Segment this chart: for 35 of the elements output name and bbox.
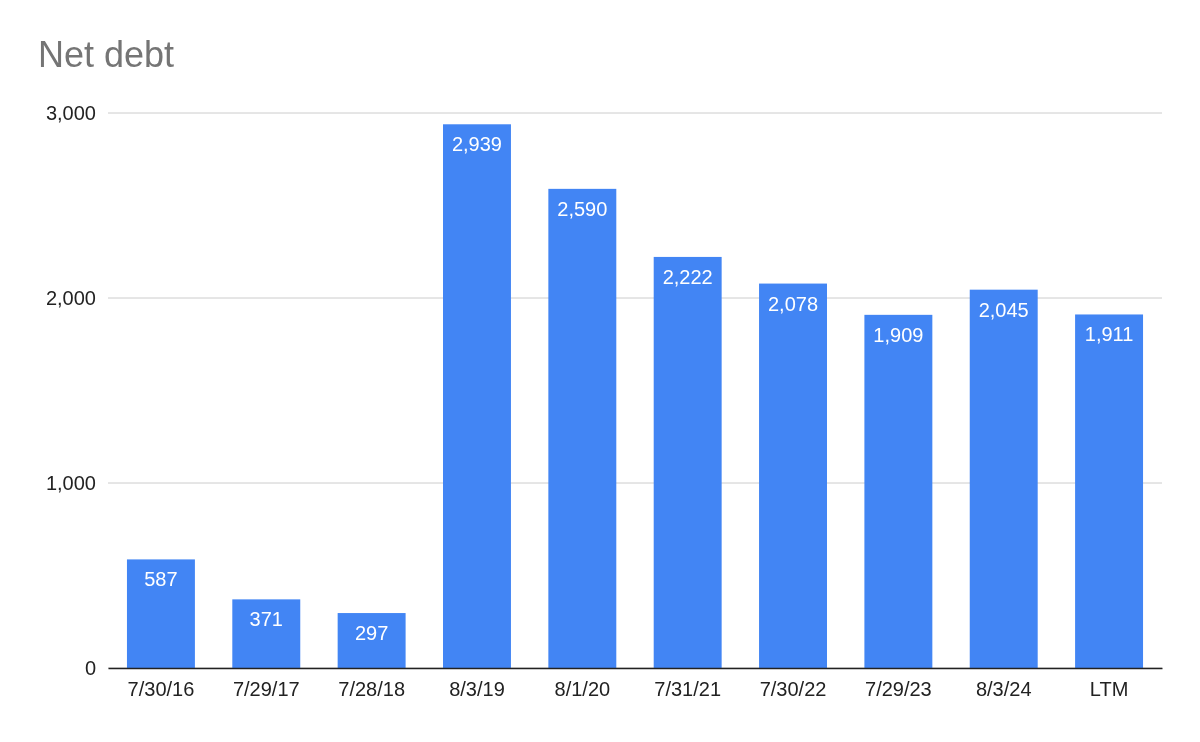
x-tick-label: 7/29/23 (865, 678, 932, 701)
bar (232, 599, 301, 668)
bar (864, 314, 933, 668)
data-label: 587 (144, 568, 178, 591)
x-tick-label: 7/30/22 (759, 678, 827, 701)
data-label: 371 (249, 608, 283, 631)
bar (1075, 314, 1144, 668)
x-tick-label: 7/29/17 (232, 678, 300, 701)
bar (126, 559, 195, 668)
x-tick-label: 8/3/19 (449, 678, 505, 701)
bar (337, 613, 406, 668)
x-tick-label: LTM (1089, 678, 1129, 701)
bar (548, 188, 617, 668)
x-tick-label: 7/31/21 (654, 678, 722, 701)
y-tick-label: 2,000 (45, 286, 96, 309)
bar (969, 289, 1038, 668)
x-tick-label: 8/3/24 (975, 678, 1032, 701)
y-tick-label: 1,000 (45, 471, 96, 494)
data-label: 2,939 (451, 133, 503, 156)
data-label: 1,911 (1084, 323, 1134, 346)
x-tick-label: 7/30/16 (127, 678, 195, 701)
data-label: 2,045 (978, 298, 1029, 321)
bar (759, 283, 827, 668)
data-label: 2,078 (767, 292, 819, 315)
x-tick-label: 7/28/18 (338, 678, 405, 701)
y-tick-label: 0 (84, 656, 96, 679)
bar (443, 124, 511, 668)
chart-title: Net debt (38, 34, 175, 75)
bar (653, 256, 722, 668)
data-label: 2,590 (557, 197, 608, 220)
x-tick-label: 8/1/20 (554, 678, 611, 701)
data-label: 297 (354, 622, 389, 645)
data-label: 1,909 (873, 323, 924, 346)
data-label: 2,222 (662, 265, 713, 288)
y-tick-label: 3,000 (45, 101, 96, 124)
